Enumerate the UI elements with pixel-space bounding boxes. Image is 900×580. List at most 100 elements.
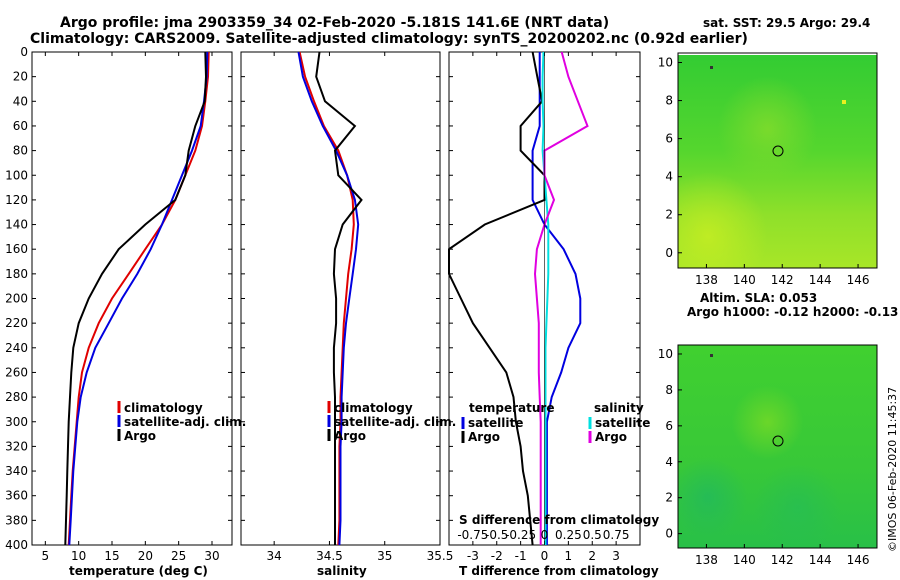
series-salinity-satellite	[541, 51, 550, 545]
s-diff-tick-label: -0.5	[485, 528, 508, 542]
depth-tick-label: 120	[5, 193, 28, 207]
difference-legend-temperature: temperature satellite Argo	[461, 401, 554, 444]
sla-map-ticks: 138 140 142 144 146 10 8 6 4 2 0	[658, 347, 870, 567]
x-tick-label: 35	[377, 549, 392, 563]
x-tick-label: 30	[204, 549, 219, 563]
legend-argo-label: Argo	[334, 429, 366, 443]
x-tick-label: 34	[267, 549, 282, 563]
depth-tick-label: 180	[5, 267, 28, 281]
difference-legend-salinity: salinity satellite Argo	[588, 401, 650, 444]
map-x-tick-label: 138	[695, 553, 718, 567]
map-y-tick-label: 6	[665, 132, 673, 146]
depth-tick-label: 360	[5, 489, 28, 503]
s-diff-tick-label: -0.25	[505, 528, 536, 542]
s-diff-tick-label: 0.25	[555, 528, 582, 542]
depth-tick-label: 60	[13, 119, 28, 133]
temperature-series	[64, 51, 210, 546]
depth-tick-label: 160	[5, 242, 28, 256]
series-temperature-argo	[448, 51, 546, 546]
sla-map-title-line1: Altim. SLA: 0.053	[700, 291, 817, 305]
difference-x-ticks: -3 -2 -1 0 1 2 3	[467, 52, 620, 563]
salinity-series	[297, 51, 363, 546]
map-x-tick-label: 138	[695, 273, 718, 287]
difference-xlabel: T difference from climatology	[459, 564, 659, 578]
x-tick-label: -2	[491, 549, 503, 563]
argo-location-marker	[772, 435, 784, 447]
depth-tick-label: 320	[5, 439, 28, 453]
argo-location-marker	[772, 145, 784, 157]
depth-tick-label: 280	[5, 390, 28, 404]
legend-s-argo-label: Argo	[595, 430, 627, 444]
depth-tick-label: 400	[5, 538, 28, 552]
series-salinity-argo	[533, 51, 589, 545]
temperature-x-ticks: 5 10 15 20 25 30	[42, 52, 220, 563]
x-tick-label: 35.5	[427, 549, 454, 563]
legend-s-satellite-label: satellite	[595, 416, 650, 430]
series-satellite-adj-clim-	[68, 51, 209, 546]
series-temperature-satellite	[531, 52, 582, 545]
legend-t-satellite-label: satellite	[468, 416, 523, 430]
x-tick-label: 34.5	[316, 549, 343, 563]
sla-map: Altim. SLA: 0.053 Argo h1000: -0.12 h200…	[658, 291, 899, 567]
x-tick-label: 0	[541, 549, 549, 563]
sst-map-title: sat. SST: 29.5 Argo: 29.4	[703, 16, 870, 30]
map-y-tick-label: 10	[658, 56, 673, 70]
s-diff-tick-label: 0.5	[583, 528, 602, 542]
depth-tick-label: 380	[5, 513, 28, 527]
series-satellite-adj-clim-	[297, 51, 360, 546]
depth-tick-label: 200	[5, 292, 28, 306]
s-diff-tick-label: -0.75	[457, 528, 488, 542]
sla-low-patch-south	[678, 345, 877, 548]
map-x-tick-label: 142	[771, 273, 794, 287]
map-y-tick-label: 0	[665, 527, 673, 541]
sla-map-frame	[677, 344, 878, 549]
salinity-xlabel: salinity	[317, 564, 367, 578]
legend-satellite-label: satellite-adj. clim.	[124, 415, 246, 429]
map-x-tick-label: 140	[733, 273, 756, 287]
map-y-tick-label: 8	[665, 94, 673, 108]
sst-warm-patch-south	[678, 55, 877, 268]
legend-temperature-title: temperature	[469, 401, 554, 415]
timestamp-stamp: ©IMOS 06-Feb-2020 11:45:37	[886, 387, 899, 552]
s-diff-tick-label: 0	[541, 528, 549, 542]
temperature-legend: climatology satellite-adj. clim. Argo	[117, 401, 246, 443]
x-tick-label: -3	[467, 549, 479, 563]
series-argo	[64, 51, 208, 546]
depth-tick-label: 100	[5, 168, 28, 182]
depth-tick-label: 240	[5, 341, 28, 355]
difference-panel: -3 -2 -1 0 1 2 3 T difference from climatology…	[448, 51, 659, 578]
legend-climatology-label: climatology	[124, 401, 203, 415]
x-tick-label: 3	[612, 549, 620, 563]
temperature-xlabel: temperature (deg C)	[69, 564, 208, 578]
x-tick-label: 15	[104, 549, 119, 563]
x-tick-label: 25	[171, 549, 186, 563]
depth-tick-label: 0	[20, 45, 28, 59]
map-y-tick-label: 4	[665, 170, 673, 184]
map-y-tick-label: 2	[665, 491, 673, 505]
land-dot	[710, 354, 713, 357]
map-x-tick-label: 142	[771, 553, 794, 567]
title-line-2: Climatology: CARS2009. Satellite-adjuste…	[30, 31, 748, 47]
legend-climatology-label: climatology	[334, 401, 413, 415]
depth-tick-label: 80	[13, 144, 28, 158]
salinity-x-ticks: 34 34.5 35 35.5	[267, 52, 454, 563]
x-tick-label: 1	[565, 549, 573, 563]
title-line-1: Argo profile: jma 2903359_34 02-Feb-2020…	[60, 15, 609, 31]
sst-map: sat. SST: 29.5 Argo: 29.4 138 140 142 144 14…	[658, 16, 878, 287]
x-tick-label: -1	[515, 549, 527, 563]
depth-tick-labels: 0 20 40 60 80 100 120 140 160 180 200 220 240 260 280 3…	[5, 45, 640, 552]
series-argo	[315, 51, 363, 545]
sst-map-frame	[677, 52, 878, 269]
depth-tick-label: 340	[5, 464, 28, 478]
salinity-panel: 34 34.5 35 35.5 salinity climatology satell…	[240, 51, 456, 578]
x-tick-label: 20	[138, 549, 153, 563]
legend-salinity-title: salinity	[594, 401, 644, 415]
map-x-tick-label: 144	[809, 553, 832, 567]
map-x-tick-label: 140	[733, 553, 756, 567]
sla-map-title-line2: Argo h1000: -0.12 h2000: -0.13	[687, 305, 898, 319]
x-tick-label: 10	[71, 549, 86, 563]
x-tick-label: 5	[42, 549, 50, 563]
sst-hot-pixel	[842, 100, 846, 104]
depth-tick-label: 40	[13, 94, 28, 108]
